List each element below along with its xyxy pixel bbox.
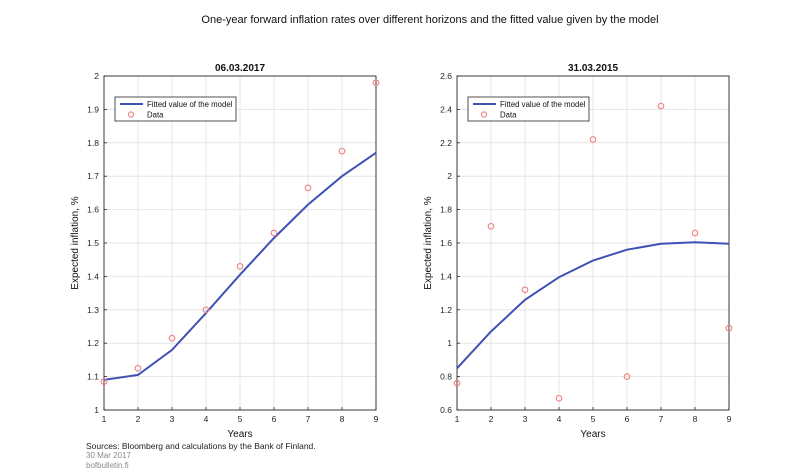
x-tick-label: 6	[625, 414, 630, 424]
y-tick-label: 1	[447, 338, 452, 348]
source-note: Sources: Bloomberg and calculations by t…	[86, 441, 316, 451]
y-tick-label: 1.1	[87, 372, 99, 382]
x-tick-label: 7	[659, 414, 664, 424]
y-tick-label: 0.6	[440, 405, 452, 415]
chart-title: 31.03.2015	[568, 63, 618, 74]
data-point	[372, 79, 380, 87]
x-tick-label: 5	[591, 414, 596, 424]
data-point	[304, 184, 312, 192]
publish-date: 30 Mar 2017	[86, 451, 131, 460]
data-point	[487, 222, 495, 230]
y-tick-label: 1.9	[87, 104, 99, 114]
chart-panel-2: 1 2 3 4 5 6 7 8 9 0.6 0.8 1 1.2 1.4 1.6 1.8 2 2.2 2.4 2.6 31…	[423, 63, 733, 440]
x-tick-label: 5	[238, 414, 243, 424]
chart-panel-1: 1 2 3 4 5 6 7 8 9 1 1.1 1.2 1.3 1.4 1.5 1.6 1.7 1.8 1.9 2 06…	[70, 63, 380, 440]
y-tick-label: 1.8	[87, 138, 99, 148]
y-tick-label: 2.6	[440, 71, 452, 81]
x-tick-label: 8	[340, 414, 345, 424]
plot-frame	[103, 75, 377, 411]
y-tick-label: 2	[94, 71, 99, 81]
legend-box	[114, 96, 237, 122]
y-tick-label: 1.2	[440, 305, 452, 315]
x-tick-label: 1	[455, 414, 460, 424]
data-point	[236, 263, 244, 270]
y-tick-label: 0.8	[440, 372, 452, 382]
y-tick-label: 1.7	[87, 171, 99, 181]
y-tick-label: 1.2	[87, 338, 99, 348]
data-point	[202, 306, 210, 314]
fitted-line	[456, 241, 730, 369]
y-tick-label: 1.4	[440, 271, 452, 281]
data-point	[270, 229, 278, 237]
x-axis-label: Years	[227, 429, 252, 440]
legend-box	[467, 96, 590, 122]
x-tick-label: 3	[170, 414, 175, 424]
x-tick-label: 6	[272, 414, 277, 424]
y-tick-label: 1.5	[87, 238, 99, 248]
x-tick-label: 1	[102, 414, 107, 424]
data-point	[725, 324, 733, 332]
data-point	[589, 136, 597, 143]
footer: Sources: Bloomberg and calculations by t…	[86, 441, 316, 471]
data-point	[555, 394, 563, 402]
y-tick-label: 2.2	[440, 138, 452, 148]
y-tick-label: 2	[447, 171, 452, 181]
legend-label: Data	[500, 111, 517, 120]
data-point	[100, 378, 108, 385]
fitted-line	[103, 151, 377, 381]
y-axis-label: Expected inflation, %	[70, 196, 81, 289]
y-tick-label: 2.4	[440, 104, 452, 114]
x-tick-label: 7	[306, 414, 311, 424]
site-name: bofbulletin.fi	[86, 461, 129, 470]
y-tick-label: 1.6	[87, 205, 99, 215]
x-tick-label: 4	[557, 414, 562, 424]
x-tick-label: 3	[523, 414, 528, 424]
chart-title: 06.03.2017	[215, 63, 265, 74]
data-point	[521, 286, 529, 294]
legend-label: Fitted value of the model	[147, 100, 233, 109]
y-axis-label: Expected inflation, %	[423, 196, 434, 289]
data-point	[168, 334, 176, 342]
x-axis-label: Years	[580, 429, 605, 440]
x-tick-label: 2	[489, 414, 494, 424]
y-tick-label: 1.8	[440, 205, 452, 215]
x-tick-label: 2	[136, 414, 141, 424]
figure-title: One-year forward inflation rates over di…	[201, 14, 658, 26]
y-tick-label: 1	[94, 405, 99, 415]
y-tick-label: 1.6	[440, 238, 452, 248]
data-point	[338, 147, 346, 155]
legend-marker-swatch	[127, 111, 135, 118]
x-tick-label: 4	[204, 414, 209, 424]
x-tick-label: 9	[727, 414, 732, 424]
legend-label: Fitted value of the model	[500, 100, 586, 109]
legend-marker-swatch	[480, 111, 488, 118]
y-tick-label: 1.4	[87, 271, 99, 281]
data-point	[657, 102, 665, 110]
data-point	[691, 229, 699, 237]
legend-label: Data	[147, 111, 164, 120]
data-point	[453, 379, 461, 387]
data-point	[134, 364, 142, 372]
x-tick-label: 8	[693, 414, 698, 424]
x-tick-label: 9	[374, 414, 379, 424]
data-point	[623, 373, 631, 380]
y-tick-label: 1.3	[87, 305, 99, 315]
